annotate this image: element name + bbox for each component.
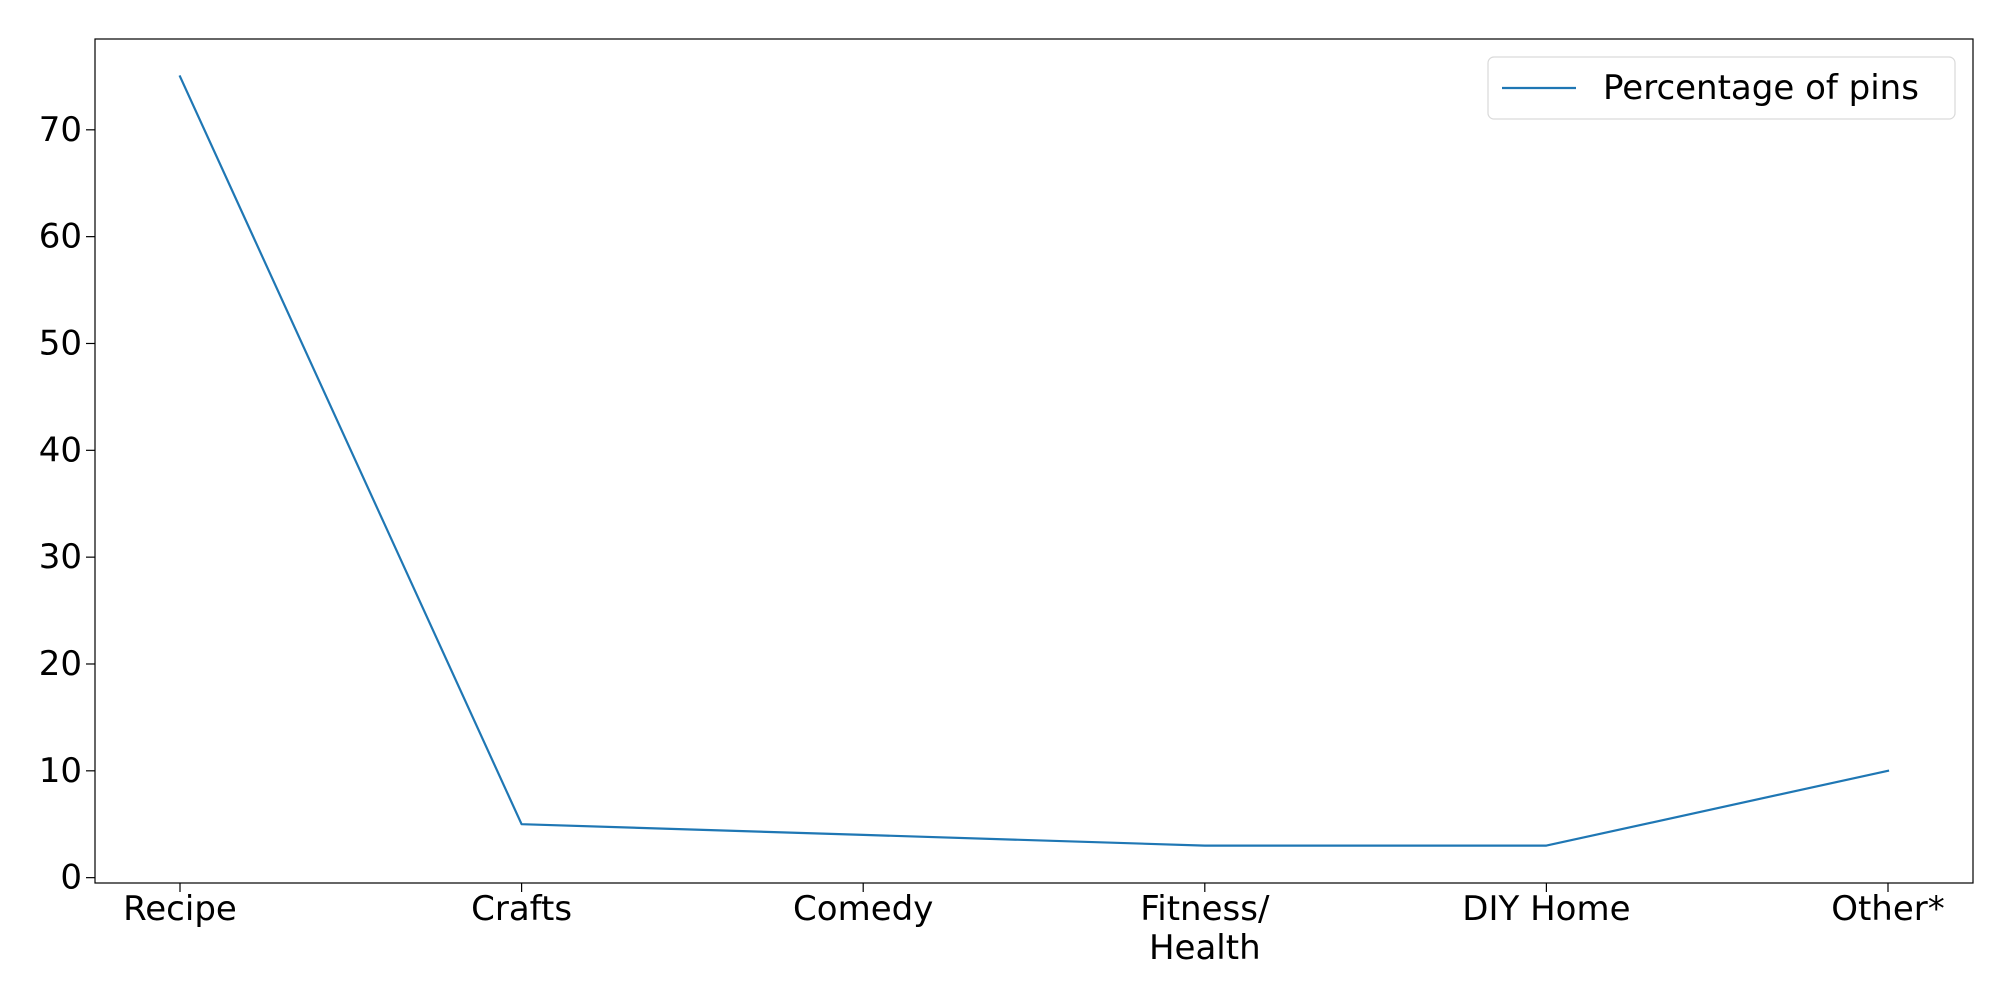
data-point: [1544, 844, 1548, 848]
data-point: [520, 822, 524, 826]
x-tick-label: Recipe: [123, 889, 237, 929]
x-tick-label: Crafts: [471, 889, 572, 929]
x-tick-label: Fitness/Health: [1140, 889, 1270, 968]
legend-label: Percentage of pins: [1603, 68, 1919, 108]
legend: Percentage of pins: [1487, 56, 1956, 120]
series-line: [178, 74, 1890, 847]
x-tick-label: Comedy: [793, 889, 933, 929]
data-point: [1886, 769, 1890, 773]
x-tick-label: DIY Home: [1462, 889, 1630, 929]
data-point: [178, 74, 182, 78]
data-point: [861, 833, 865, 837]
data-layer: [178, 74, 1890, 847]
y-tick-label: 10: [39, 751, 82, 791]
y-tick-label: 0: [60, 858, 82, 898]
y-tick-label: 70: [39, 110, 82, 150]
y-tick-label: 50: [39, 323, 82, 363]
legend-box: [1487, 56, 1956, 120]
axes-layer: 0 10 20 30 40 50 60 70 Recipe Crafts Comedy Fitness…: [39, 38, 1974, 968]
data-point: [1203, 844, 1207, 848]
x-tick-label: Other*: [1831, 889, 1945, 929]
y-tick-label: 40: [39, 430, 82, 470]
y-tick-label: 60: [39, 217, 82, 257]
y-tick-label: 20: [39, 644, 82, 684]
plot-frame: [94, 38, 1974, 884]
y-tick-label: 30: [39, 537, 82, 577]
